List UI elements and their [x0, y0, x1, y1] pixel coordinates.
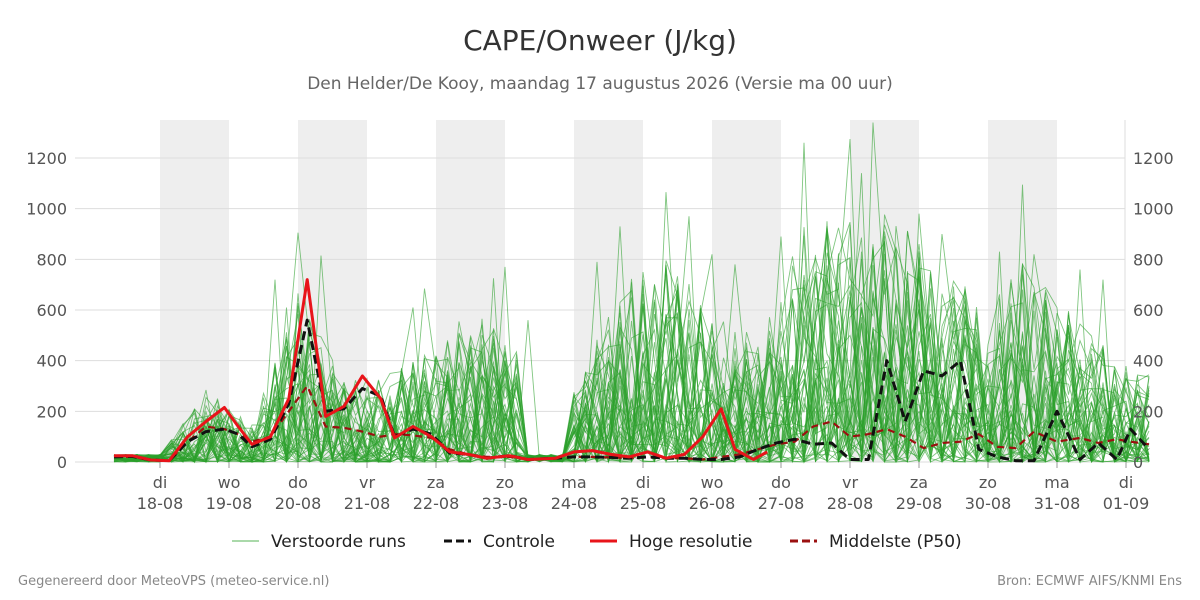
ensemble-run-line: [113, 234, 1150, 464]
x-tick-date: 26-08: [689, 494, 736, 513]
ensemble-run-line: [113, 271, 1150, 464]
x-tick-day: vr: [842, 473, 858, 492]
x-tick-day: wo: [218, 473, 241, 492]
y-tick-label: 200: [36, 402, 67, 421]
x-tick-date: 30-08: [965, 494, 1012, 513]
ensemble-run-line: [113, 221, 1150, 463]
x-axis: di 18-08 wo 19-08 do 20-08 vr 21-08 za 22-08 zo 23-…: [137, 462, 1150, 513]
x-tick-day: zo: [496, 473, 514, 492]
footer-source: Bron: ECMWF AIFS/KNMI Ens: [997, 574, 1182, 589]
legend-label: Hoge resolutie: [629, 532, 753, 552]
y-axis-right: 0 200 400 600 800 1000 1200: [1133, 149, 1174, 472]
x-tick-date: 22-08: [413, 494, 460, 513]
x-tick-day: za: [427, 473, 445, 492]
x-tick-date: 25-08: [620, 494, 667, 513]
main-series: [113, 278, 1151, 463]
x-tick-date: 29-08: [896, 494, 943, 513]
y-tick-label: 1200: [1133, 149, 1174, 168]
ensemble-run-line: [113, 267, 1150, 463]
y-tick-label: 400: [1133, 352, 1164, 371]
ensemble-run-line: [113, 230, 1150, 463]
x-tick-date: 28-08: [827, 494, 874, 513]
y-tick-label: 200: [1133, 402, 1164, 421]
ensemble-run-line: [113, 248, 1150, 463]
chart-subtitle: Den Helder/De Kooy, maandag 17 augustus …: [307, 74, 893, 94]
weekend-band: [712, 120, 781, 462]
x-tick-date: 01-09: [1103, 494, 1150, 513]
ensemble-run-line: [113, 271, 1150, 464]
y-tick-label: 1000: [1133, 200, 1174, 219]
x-tick-day: vr: [359, 473, 375, 492]
y-tick-label: 1200: [26, 149, 67, 168]
x-tick-date: 19-08: [206, 494, 253, 513]
x-tick-date: 31-08: [1034, 494, 1081, 513]
x-tick-day: za: [910, 473, 928, 492]
x-tick-day: zo: [979, 473, 997, 492]
x-tick-day: di: [636, 473, 651, 492]
x-tick-date: 20-08: [275, 494, 322, 513]
x-tick-date: 18-08: [137, 494, 184, 513]
x-tick-date: 24-08: [551, 494, 598, 513]
y-tick-label: 400: [36, 352, 67, 371]
chart-title: CAPE/Onweer (J/kg): [463, 24, 737, 57]
x-tick-day: do: [288, 473, 308, 492]
ensemble-runs: [113, 122, 1150, 464]
x-tick-day: ma: [1044, 473, 1069, 492]
y-tick-label: 0: [1133, 453, 1143, 472]
x-tick-day: wo: [701, 473, 724, 492]
x-tick-day: ma: [561, 473, 586, 492]
x-tick-day: di: [1119, 473, 1134, 492]
series-line-hoge-resolutie: [114, 278, 768, 463]
x-tick-day: do: [771, 473, 791, 492]
y-tick-label: 600: [36, 301, 67, 320]
y-tick-label: 800: [1133, 250, 1164, 269]
x-tick-date: 23-08: [482, 494, 529, 513]
y-tick-label: 0: [57, 453, 67, 472]
y-tick-label: 600: [1133, 301, 1164, 320]
footer-credit: Gegenereerd door MeteoVPS (meteo-service…: [18, 574, 329, 589]
ensemble-run-line: [113, 244, 1150, 464]
ensemble-run-line: [113, 277, 1150, 464]
x-tick-day: di: [153, 473, 168, 492]
ensemble-run-line: [113, 268, 1150, 464]
legend-label: Middelste (P50): [829, 532, 962, 552]
x-tick-date: 27-08: [758, 494, 805, 513]
y-tick-label: 1000: [26, 200, 67, 219]
y-axis-left: 0 200 400 600 800 1000 1200: [26, 149, 67, 472]
legend-label: Verstoorde runs: [271, 532, 406, 552]
weekend-band: [160, 120, 229, 462]
x-tick-date: 21-08: [344, 494, 391, 513]
y-tick-label: 800: [36, 250, 67, 269]
legend: Verstoorde runs Controle Hoge resolutie Mid…: [232, 532, 962, 552]
legend-label: Controle: [483, 532, 555, 552]
